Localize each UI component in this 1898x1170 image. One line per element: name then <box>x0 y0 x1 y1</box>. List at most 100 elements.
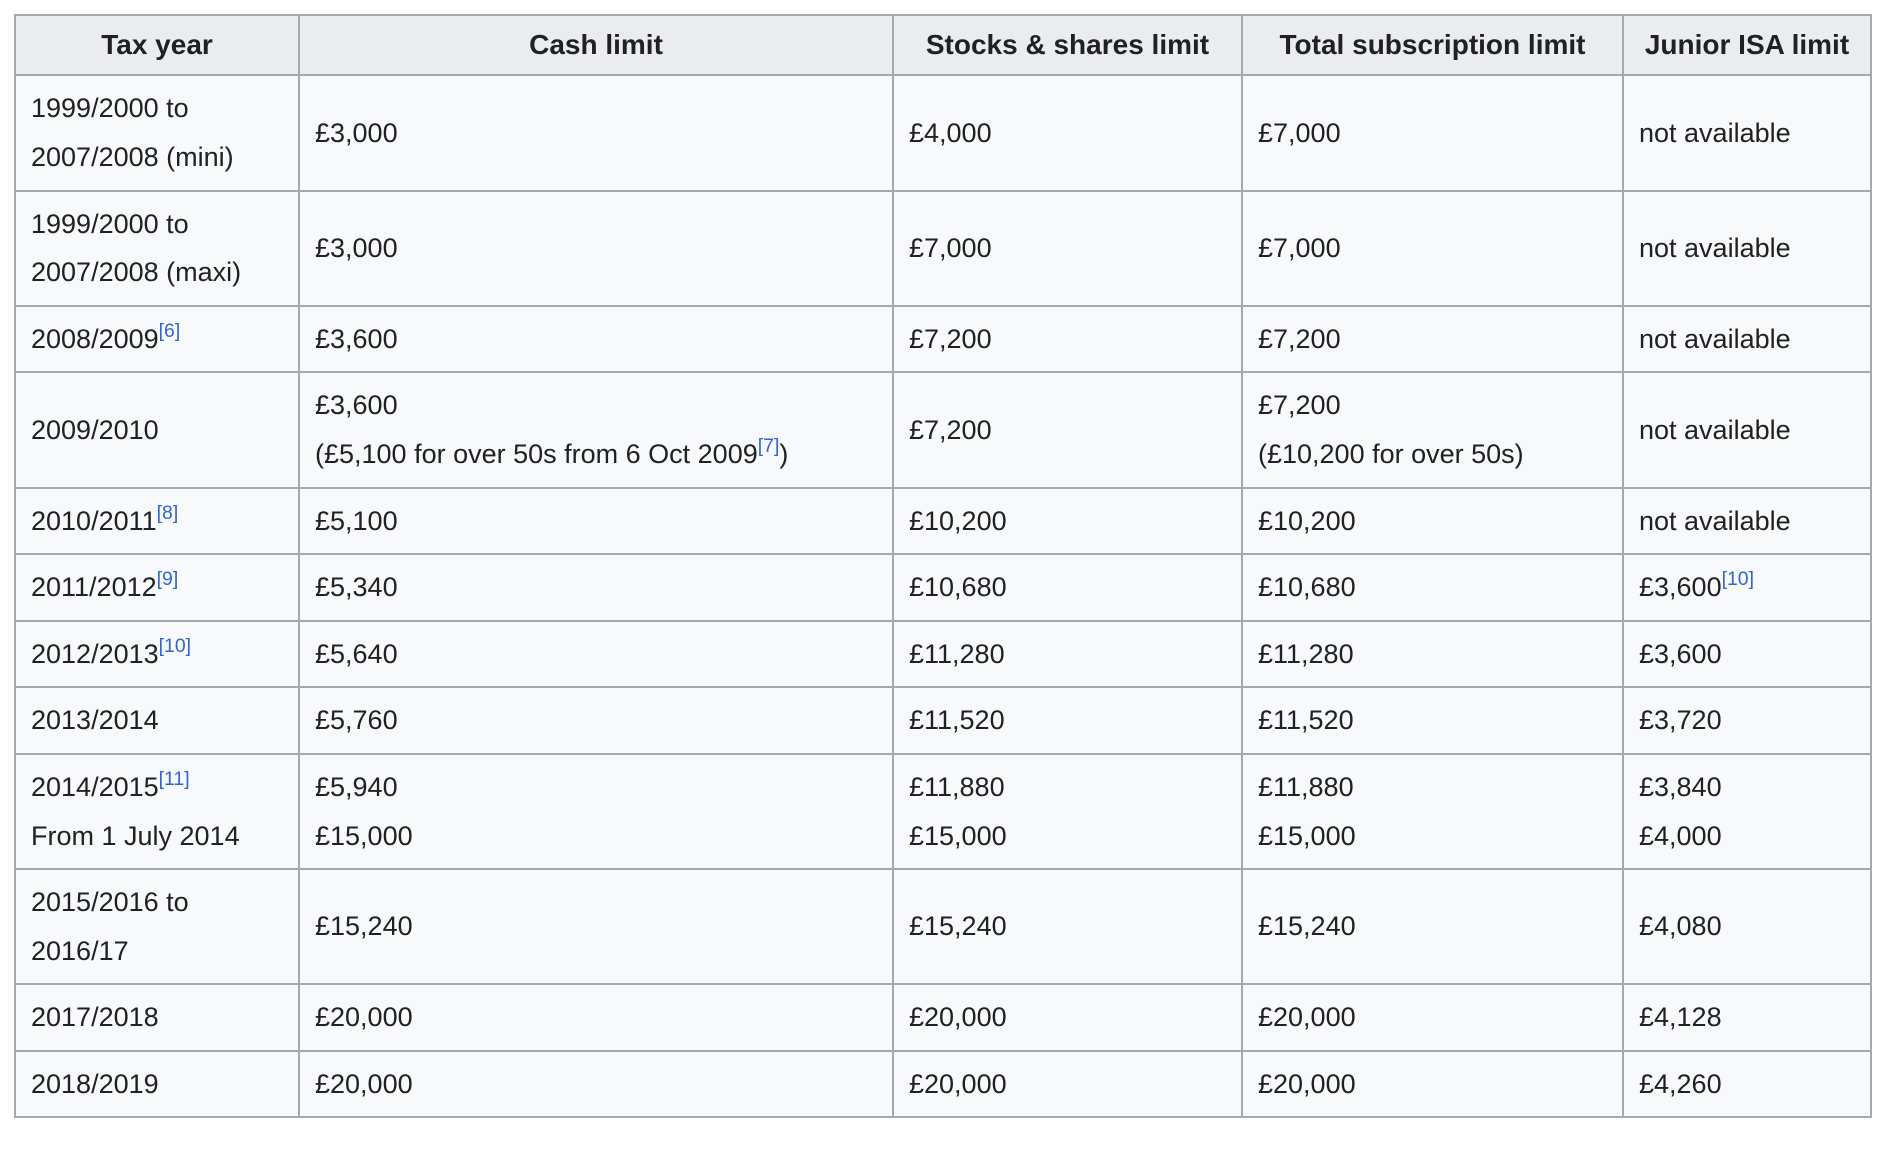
cell-line: £5,940 <box>315 763 877 812</box>
cell-line: £3,600 <box>315 315 877 364</box>
cell-text: £11,520 <box>1258 705 1354 736</box>
cell-cash: £20,000 <box>298 983 894 1052</box>
cell-text: £3,600 <box>1639 638 1722 669</box>
cell-line: £3,600 <box>315 381 877 430</box>
cell-stocks: £10,680 <box>892 553 1243 622</box>
cell-tax_year: 1999/2000 to 2007/2008 (mini) <box>14 74 300 192</box>
column-header-stocks: Stocks & shares limit <box>892 13 1243 77</box>
cell-tax_year: 2008/2009[6] <box>14 304 300 374</box>
cell-line: £15,000 <box>1258 812 1607 861</box>
cell-text: 2013/2014 <box>31 705 159 736</box>
footnote-ref[interactable]: [7] <box>757 435 780 458</box>
cell-line: £20,000 <box>315 993 877 1042</box>
header-row: Tax year Cash limit Stocks & shares limit T… <box>14 13 1872 77</box>
cell-line: £11,280 <box>1258 630 1607 679</box>
cell-text: £7,200 <box>1258 390 1341 421</box>
cell-total: £11,520 <box>1241 686 1624 755</box>
cell-line: £11,520 <box>909 696 1226 745</box>
cell-text: £10,680 <box>1258 572 1356 603</box>
cell-cash: £5,940 £15,000 <box>298 752 894 871</box>
cell-stocks: £11,520 <box>892 686 1243 755</box>
cell-line: From 1 July 2014 <box>31 812 283 861</box>
cell-text: (£5,100 for over 50s from 6 Oct 2009 <box>315 438 758 469</box>
cell-text: not available <box>1639 323 1791 354</box>
table-row: 2009/2010 £3,600 (£5,100 for over 50s from… <box>14 371 1872 489</box>
cell-text: £11,280 <box>909 638 1005 669</box>
cell-line: 2007/2008 (mini) <box>31 133 283 182</box>
footnote-ref[interactable]: [10] <box>158 635 192 658</box>
cell-tax_year: 2009/2010 <box>14 371 300 489</box>
cell-line: £3,000 <box>315 224 877 273</box>
table-row: 2017/2018 £20,000 £20,000 £20,000 £4,128 <box>14 983 1872 1052</box>
cell-line: £5,760 <box>315 696 877 745</box>
cell-line: (£10,200 for over 50s) <box>1258 430 1607 479</box>
cell-line: £10,200 <box>909 497 1226 546</box>
footnote-ref[interactable]: [6] <box>158 320 181 343</box>
column-header-junior: Junior ISA limit <box>1622 13 1872 77</box>
cell-text: £20,000 <box>315 1068 413 1099</box>
table-row: 2008/2009[6] £3,600 £7,200 £7,200 not availa… <box>14 304 1872 374</box>
cell-line: 2007/2008 (maxi) <box>31 248 283 297</box>
cell-line: £7,200 <box>1258 315 1607 364</box>
cell-text: £11,520 <box>909 705 1005 736</box>
cell-stocks: £7,000 <box>892 189 1243 307</box>
cell-text: £11,880 <box>1258 771 1354 802</box>
cell-line: £7,200 <box>909 406 1226 455</box>
cell-tax_year: 2018/2019 <box>14 1049 300 1119</box>
cell-text: £20,000 <box>1258 1068 1356 1099</box>
cell-text: £4,128 <box>1639 1002 1722 1033</box>
cell-line: 2012/2013[10] <box>31 630 283 679</box>
cell-line: £15,240 <box>909 902 1226 951</box>
cell-text: £20,000 <box>909 1002 1007 1033</box>
cell-cash: £20,000 <box>298 1049 894 1119</box>
cell-line: £4,128 <box>1639 993 1855 1042</box>
cell-text: £15,000 <box>909 820 1007 851</box>
cell-text: £7,000 <box>909 232 992 263</box>
cell-junior: £3,600[10] <box>1622 553 1872 622</box>
cell-line: 2015/2016 to <box>31 878 283 927</box>
footnote-ref[interactable]: [9] <box>156 568 179 591</box>
cell-stocks: £11,880 £15,000 <box>892 752 1243 871</box>
cell-tax_year: 2017/2018 <box>14 983 300 1052</box>
cell-text: £15,240 <box>1258 911 1356 942</box>
table-row: 2012/2013[10] £5,640 £11,280 £11,280 £3,600 <box>14 619 1872 689</box>
cell-text: £10,680 <box>909 572 1007 603</box>
cell-text: £10,200 <box>1258 505 1356 536</box>
cell-text: £7,200 <box>1258 323 1341 354</box>
cell-text: ) <box>779 438 789 469</box>
cell-stocks: £7,200 <box>892 371 1243 489</box>
cell-line: £3,720 <box>1639 696 1855 745</box>
cell-text: £15,000 <box>1258 820 1356 851</box>
cell-line: £15,240 <box>315 902 877 951</box>
cell-line: £15,000 <box>909 812 1226 861</box>
cell-line: £10,200 <box>1258 497 1607 546</box>
cell-total: £7,200 <box>1241 304 1624 374</box>
cell-text: £20,000 <box>1258 1002 1356 1033</box>
cell-junior: not available <box>1622 371 1872 489</box>
cell-text: £11,280 <box>1258 638 1354 669</box>
cell-text: 2014/2015 <box>31 771 159 802</box>
table-row: 2011/2012[9] £5,340 £10,680 £10,680 £3,600[1… <box>14 553 1872 622</box>
table-row: 2013/2014 £5,760 £11,520 £11,520 £3,720 <box>14 686 1872 755</box>
cell-cash: £5,640 <box>298 619 894 689</box>
cell-line: 2008/2009[6] <box>31 315 283 364</box>
cell-text: 2010/2011 <box>31 505 157 536</box>
footnote-ref[interactable]: [10] <box>1721 568 1755 591</box>
table-row: 1999/2000 to 2007/2008 (mini) £3,000 £4,000… <box>14 74 1872 192</box>
cell-line: £7,000 <box>909 224 1226 273</box>
cell-junior: not available <box>1622 304 1872 374</box>
cell-tax_year: 2011/2012[9] <box>14 553 300 622</box>
column-header-tax_year: Tax year <box>14 13 300 77</box>
cell-text: £3,600 <box>315 323 398 354</box>
cell-total: £10,200 <box>1241 486 1624 556</box>
cell-line: £7,000 <box>1258 224 1607 273</box>
cell-total: £7,200 (£10,200 for over 50s) <box>1241 371 1624 489</box>
cell-line: not available <box>1639 497 1855 546</box>
cell-tax_year: 2010/2011[8] <box>14 486 300 556</box>
table-row: 2010/2011[8] £5,100 £10,200 £10,200 not avai… <box>14 486 1872 556</box>
cell-line: not available <box>1639 224 1855 273</box>
cell-text: £5,640 <box>315 638 398 669</box>
footnote-ref[interactable]: [8] <box>156 501 179 524</box>
cell-line: 2016/17 <box>31 927 283 976</box>
footnote-ref[interactable]: [11] <box>158 768 190 791</box>
